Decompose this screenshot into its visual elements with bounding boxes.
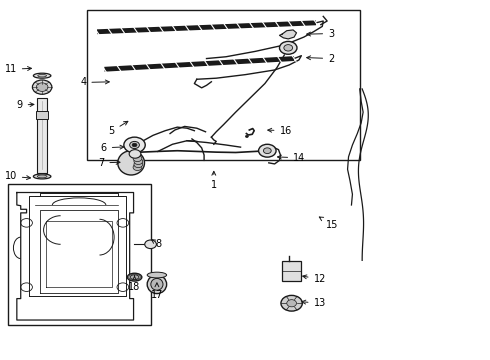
Polygon shape <box>279 30 296 39</box>
Text: 18: 18 <box>128 276 141 292</box>
Circle shape <box>130 141 139 149</box>
Ellipse shape <box>147 272 167 278</box>
Circle shape <box>134 158 143 165</box>
Text: 10: 10 <box>4 171 30 181</box>
Text: 14: 14 <box>277 153 305 163</box>
Text: 12: 12 <box>303 274 326 284</box>
Ellipse shape <box>118 151 145 175</box>
Ellipse shape <box>130 275 139 279</box>
Circle shape <box>133 155 142 162</box>
Circle shape <box>281 296 302 311</box>
Circle shape <box>129 150 141 158</box>
Circle shape <box>284 45 293 51</box>
Ellipse shape <box>127 273 142 281</box>
Bar <box>282 261 301 281</box>
Circle shape <box>145 240 156 249</box>
Circle shape <box>133 164 142 171</box>
Bar <box>87 10 360 160</box>
Circle shape <box>132 143 137 147</box>
Ellipse shape <box>38 75 47 77</box>
Circle shape <box>134 161 143 168</box>
Text: 7: 7 <box>98 158 120 168</box>
Text: 4: 4 <box>80 77 109 87</box>
Text: 3: 3 <box>307 28 334 39</box>
Circle shape <box>259 144 276 157</box>
Circle shape <box>279 41 297 54</box>
Ellipse shape <box>33 174 51 179</box>
Circle shape <box>32 80 52 94</box>
Circle shape <box>287 300 296 307</box>
Text: 16: 16 <box>268 126 292 136</box>
Text: 13: 13 <box>302 298 326 308</box>
Text: 5: 5 <box>109 121 128 136</box>
Bar <box>36 111 49 119</box>
Ellipse shape <box>37 175 47 178</box>
Text: 6: 6 <box>100 143 124 153</box>
Circle shape <box>245 135 248 138</box>
Text: 9: 9 <box>17 100 34 110</box>
Text: 15: 15 <box>319 217 338 230</box>
Circle shape <box>124 137 145 153</box>
Ellipse shape <box>151 278 163 290</box>
Text: 11: 11 <box>4 64 31 74</box>
Text: 17: 17 <box>151 283 163 300</box>
Bar <box>8 184 150 325</box>
Circle shape <box>264 148 271 154</box>
Bar <box>37 98 47 173</box>
Text: 1: 1 <box>211 171 217 190</box>
Ellipse shape <box>147 275 167 294</box>
Ellipse shape <box>33 73 51 78</box>
Text: 8: 8 <box>151 239 162 249</box>
Circle shape <box>36 83 48 91</box>
Text: 2: 2 <box>307 54 334 64</box>
